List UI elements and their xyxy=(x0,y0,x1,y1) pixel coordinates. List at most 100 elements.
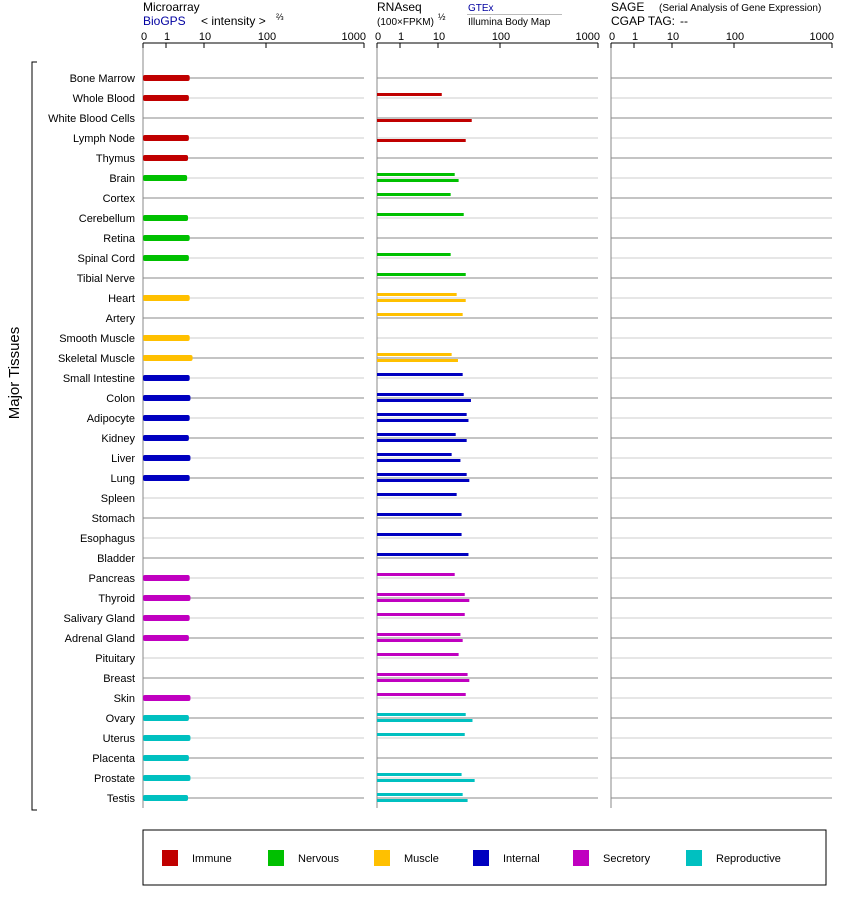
gtex-bar[interactable] xyxy=(377,293,457,296)
tissue-label: Smooth Muscle xyxy=(59,333,135,345)
gtex-bar[interactable] xyxy=(377,433,456,436)
microarray-bar[interactable] xyxy=(143,355,193,361)
gtex-bar[interactable] xyxy=(377,373,463,376)
gtex-bar[interactable] xyxy=(377,493,457,496)
rnaseq-title: RNAseq xyxy=(377,0,422,14)
microarray-bar[interactable] xyxy=(143,435,189,441)
illumina-bar[interactable] xyxy=(377,459,461,462)
gtex-bar[interactable] xyxy=(377,593,465,596)
illumina-bar[interactable] xyxy=(377,479,470,482)
microarray-bar[interactable] xyxy=(143,155,189,161)
gtex-bar[interactable] xyxy=(377,713,466,716)
illumina-bar[interactable] xyxy=(377,419,469,422)
gtex-bar[interactable] xyxy=(377,793,463,796)
gtex-bar[interactable] xyxy=(377,193,451,196)
illumina-bar[interactable] xyxy=(377,639,463,642)
sage-subtitle: (Serial Analysis of Gene Expression) xyxy=(659,3,821,14)
microarray-bar[interactable] xyxy=(143,635,189,641)
tissue-label: Cerebellum xyxy=(79,213,135,225)
microarray-bar[interactable] xyxy=(143,755,189,761)
axis-tick-label: 1 xyxy=(164,31,170,43)
illumina-bar[interactable] xyxy=(377,779,475,782)
gtex-bar[interactable] xyxy=(377,633,461,636)
illumina-bar[interactable] xyxy=(377,359,458,362)
microarray-bar[interactable] xyxy=(143,455,191,461)
gtex-bar[interactable] xyxy=(377,653,459,656)
axis-tick-label: 1000 xyxy=(576,31,600,43)
gtex-bar[interactable] xyxy=(377,673,468,676)
microarray-bar[interactable] xyxy=(143,695,191,701)
microarray-bar[interactable] xyxy=(143,235,190,241)
microarray-bar[interactable] xyxy=(143,775,191,781)
gtex-bar[interactable] xyxy=(377,253,451,256)
tissue-label: Testis xyxy=(107,793,136,805)
legend-item-secretory: Secretory xyxy=(573,850,651,866)
axis-tick-label: 100 xyxy=(258,31,276,43)
y-axis-label: Major Tissues xyxy=(6,327,23,420)
axis-tick-label: 1 xyxy=(632,31,638,43)
microarray-bar[interactable] xyxy=(143,475,190,481)
microarray-bar[interactable] xyxy=(143,295,190,301)
gtex-link[interactable]: GTEx xyxy=(468,3,494,14)
microarray-title: Microarray xyxy=(143,0,200,14)
gtex-bar[interactable] xyxy=(377,573,455,576)
illumina-bar[interactable] xyxy=(377,439,467,442)
microarray-bar[interactable] xyxy=(143,175,188,181)
microarray-bar[interactable] xyxy=(143,95,189,101)
biogps-link[interactable]: BioGPS xyxy=(143,14,186,28)
gtex-bar[interactable] xyxy=(377,393,464,396)
gtex-bar[interactable] xyxy=(377,733,465,736)
microarray-bar[interactable] xyxy=(143,735,191,741)
gtex-bar[interactable] xyxy=(377,313,463,316)
microarray-bar[interactable] xyxy=(143,255,189,261)
tissue-label: Cortex xyxy=(103,193,136,205)
illumina-bar[interactable] xyxy=(377,679,470,682)
gtex-bar[interactable] xyxy=(377,773,462,776)
gtex-bar[interactable] xyxy=(377,353,452,356)
gtex-bar[interactable] xyxy=(377,473,467,476)
tissue-label: Thymus xyxy=(96,153,136,165)
microarray-bar[interactable] xyxy=(143,795,189,801)
tissue-label: Ovary xyxy=(106,713,136,725)
microarray-bar[interactable] xyxy=(143,715,189,721)
illumina-bar[interactable] xyxy=(377,719,473,722)
illumina-bar[interactable] xyxy=(377,399,471,402)
microarray-bar[interactable] xyxy=(143,75,190,81)
tissue-label: Bladder xyxy=(97,553,135,565)
tissue-label: Breast xyxy=(103,673,135,685)
tissue-label: Esophagus xyxy=(80,533,136,545)
microarray-bar[interactable] xyxy=(143,415,190,421)
tissue-label: Salivary Gland xyxy=(63,613,135,625)
gtex-bar[interactable] xyxy=(377,553,469,556)
gtex-bar[interactable] xyxy=(377,453,452,456)
legend-item-immune: Immune xyxy=(162,850,232,866)
microarray-bar[interactable] xyxy=(143,375,190,381)
illumina-bar[interactable] xyxy=(377,179,459,182)
gtex-bar[interactable] xyxy=(377,213,464,216)
illumina-bar[interactable] xyxy=(377,119,472,122)
cgap-tag-value: -- xyxy=(680,14,688,28)
legend-label: Immune xyxy=(192,853,232,865)
gtex-bar[interactable] xyxy=(377,173,455,176)
tissue-label: Liver xyxy=(111,453,135,465)
gtex-bar[interactable] xyxy=(377,533,462,536)
microarray-bar[interactable] xyxy=(143,215,189,221)
illumina-bar[interactable] xyxy=(377,139,466,142)
gtex-bar[interactable] xyxy=(377,273,466,276)
microarray-bar[interactable] xyxy=(143,575,190,581)
gtex-bar[interactable] xyxy=(377,513,462,516)
microarray-bar[interactable] xyxy=(143,395,191,401)
microarray-bar[interactable] xyxy=(143,595,191,601)
microarray-bar[interactable] xyxy=(143,335,190,341)
gtex-bar[interactable] xyxy=(377,613,465,616)
gtex-bar[interactable] xyxy=(377,413,467,416)
gtex-bar[interactable] xyxy=(377,93,442,96)
gtex-bar[interactable] xyxy=(377,693,466,696)
illumina-bar[interactable] xyxy=(377,599,470,602)
microarray-bar[interactable] xyxy=(143,615,190,621)
legend-item-reproductive: Reproductive xyxy=(686,850,781,866)
illumina-bar[interactable] xyxy=(377,799,468,802)
illumina-bar[interactable] xyxy=(377,299,466,302)
microarray-bar[interactable] xyxy=(143,135,189,141)
